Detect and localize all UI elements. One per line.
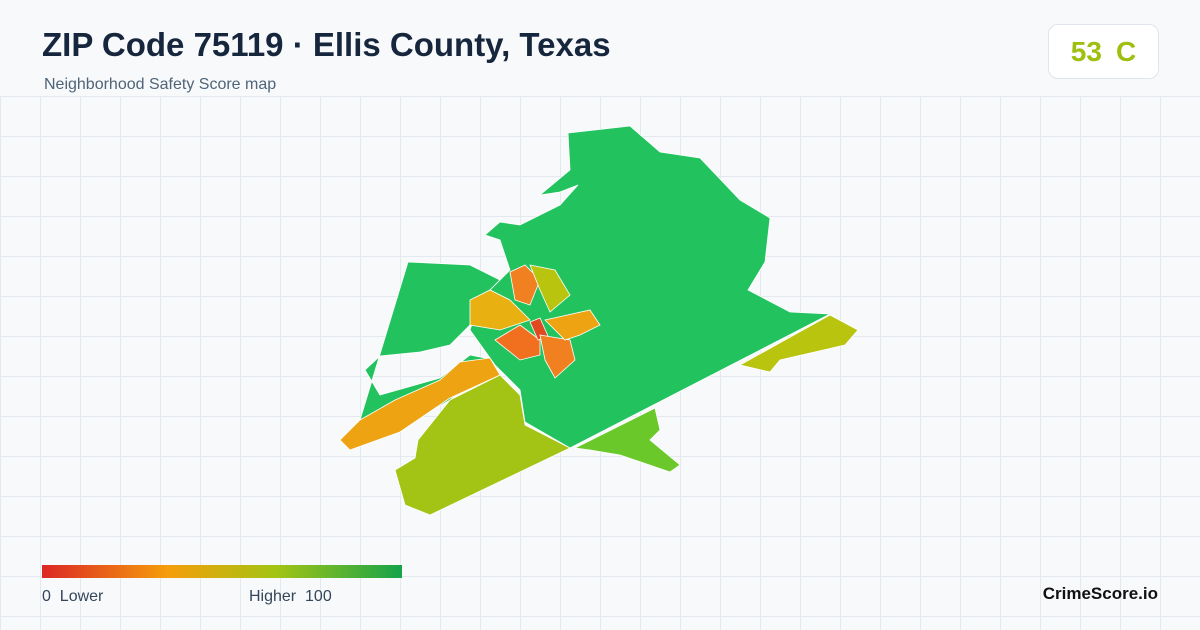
subtitle: Neighborhood Safety Score map	[44, 76, 277, 93]
score-badge: 53 C	[1048, 24, 1159, 79]
region	[573, 407, 681, 473]
region	[394, 374, 571, 516]
region	[339, 357, 501, 451]
score-grade: C	[1115, 35, 1137, 67]
legend-min-value: 0	[42, 588, 51, 605]
region	[469, 289, 531, 331]
legend-max: Higher 100	[249, 588, 332, 606]
brand: CrimeScore.io	[1042, 584, 1158, 603]
legend-max-label: Higher	[249, 588, 297, 605]
region	[738, 314, 859, 373]
legend-max-value: 100	[305, 588, 332, 605]
legend-bar	[42, 565, 402, 578]
region	[529, 264, 571, 313]
title: ZIP Code 75119 · Ellis County, Texas	[42, 26, 611, 63]
legend-min: 0 Lower	[42, 588, 103, 606]
header: ZIP Code 75119 · Ellis County, Texas Nei…	[0, 0, 1200, 96]
region	[494, 324, 541, 361]
region	[544, 309, 601, 341]
legend-min-label: Lower	[59, 588, 104, 605]
region	[509, 264, 541, 306]
score-value: 53	[1070, 35, 1102, 67]
